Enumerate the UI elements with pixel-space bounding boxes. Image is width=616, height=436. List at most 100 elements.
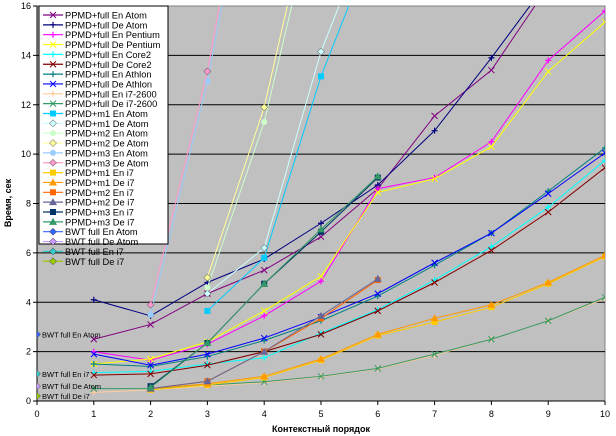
data-point	[488, 229, 495, 237]
series-ppmd-m3-de-atom	[146, 6, 220, 309]
data-point	[203, 67, 212, 76]
legend-marker	[50, 31, 56, 38]
data-point	[374, 307, 382, 315]
y-tick-label: 2	[26, 347, 31, 357]
data-point	[601, 293, 605, 301]
data-point	[374, 290, 382, 297]
data-point	[37, 382, 41, 391]
data-point	[90, 335, 98, 343]
data-point	[203, 273, 212, 282]
data-point	[601, 164, 605, 172]
data-point	[317, 225, 325, 233]
legend-item: BWT full En Atom	[43, 227, 138, 237]
x-tick-label: 9	[546, 409, 551, 419]
series-bwt-full-de-atom	[37, 382, 41, 391]
data-point	[317, 355, 325, 363]
data-point	[90, 389, 97, 396]
legend-label: PPMD+m3 En i7	[65, 208, 134, 218]
legend-marker	[50, 209, 56, 215]
data-point	[203, 377, 212, 385]
legend-item: BWT full En i7	[43, 247, 124, 257]
y-tick-label: 10	[21, 149, 31, 159]
x-tick-label: 8	[489, 409, 494, 419]
data-point	[204, 307, 211, 314]
y-tick-label: 0	[26, 396, 31, 406]
data-point	[147, 357, 154, 364]
data-point	[430, 314, 439, 322]
legend-item: PPMD+full En Athlon	[43, 70, 152, 80]
legend-marker	[50, 71, 56, 78]
legend-label: PPMD+m3 De Atom	[65, 158, 149, 168]
legend-label: PPMD+full En Core2	[65, 50, 151, 60]
data-point	[602, 144, 605, 151]
series-bwt-full-en-atom	[37, 330, 41, 339]
legend-marker	[49, 100, 57, 108]
legend	[38, 5, 169, 245]
y-tick-label: 6	[26, 248, 31, 258]
data-point	[602, 157, 605, 164]
legend-label: PPMD+m1 En Atom	[65, 109, 148, 119]
legend-marker	[49, 139, 57, 147]
data-point	[204, 284, 211, 291]
data-point	[318, 220, 324, 227]
data-point	[260, 279, 269, 287]
data-point	[545, 204, 552, 211]
data-point	[431, 279, 438, 286]
legend-marker	[49, 227, 57, 236]
legend-label: PPMD+full En Pentium	[65, 30, 160, 40]
data-point	[90, 371, 98, 379]
data-point	[261, 354, 268, 361]
series-line	[207, 6, 340, 294]
series-ppmd-m1-de-i7	[146, 251, 605, 392]
legend-label: BWT full En Atom	[65, 227, 138, 237]
x-tick-label: 0	[34, 409, 39, 419]
legend-item: BWT full De Atom	[43, 237, 138, 247]
data-point	[373, 274, 382, 282]
legend-item: PPMD+m2 En Atom	[43, 129, 148, 139]
data-point	[260, 334, 268, 342]
data-point	[602, 7, 605, 14]
y-tick-label: 4	[26, 297, 31, 307]
legend-item: PPMD+m3 En i7	[43, 208, 134, 218]
data-point	[260, 103, 269, 112]
legend-label: PPMD+full De Atom	[65, 20, 148, 30]
x-tick-label: 7	[432, 409, 437, 419]
data-point	[260, 307, 268, 315]
data-point	[37, 392, 41, 400]
data-point	[90, 385, 98, 393]
data-point	[431, 175, 438, 183]
data-point	[146, 383, 155, 391]
legend-label: PPMD+m1 En i7	[65, 168, 134, 178]
data-point	[601, 251, 605, 259]
data-point	[204, 360, 211, 367]
legend-item: PPMD+full En Core2	[43, 50, 151, 60]
legend-marker	[50, 189, 56, 196]
data-point	[488, 138, 495, 145]
legend-marker	[49, 80, 57, 88]
data-point	[261, 254, 268, 261]
data-point	[261, 119, 268, 126]
y-axis-title: Время, сек	[3, 178, 13, 227]
legend-label: PPMD+m2 De i7	[65, 198, 135, 208]
data-point	[373, 330, 382, 338]
legend-marker	[50, 90, 56, 97]
data-point	[431, 319, 438, 325]
data-point	[260, 347, 269, 355]
data-point	[374, 189, 382, 196]
legend-label: PPMD+m2 De Atom	[65, 139, 149, 149]
legend-label: PPMD+full De Athlon	[65, 79, 152, 89]
legend-marker	[49, 217, 57, 225]
legend-item: PPMD+full De Atom	[43, 20, 148, 30]
data-point	[431, 352, 438, 359]
data-point	[147, 370, 154, 378]
series-line	[93, 147, 605, 367]
data-point	[204, 361, 211, 369]
x-tick-label: 5	[318, 409, 323, 419]
legend-label: BWT full De i7	[65, 257, 124, 267]
legend-item: PPMD+full En Pentium	[43, 30, 160, 40]
data-point	[488, 335, 495, 343]
series-ppmd-full-de-pentium	[90, 18, 605, 368]
legend-marker	[49, 119, 57, 128]
